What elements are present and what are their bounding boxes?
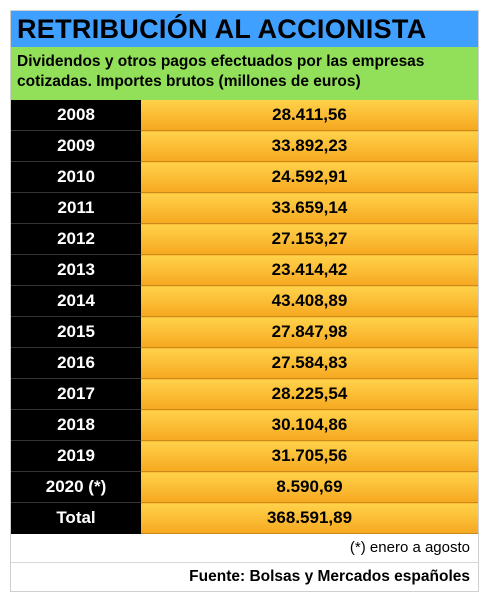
year-cell: 2016 bbox=[11, 347, 141, 379]
table-row: 2020 (*) 8.590,69 bbox=[11, 471, 478, 503]
table-row: 2008 28.411,56 bbox=[11, 100, 478, 131]
table-row: 2014 43.408,89 bbox=[11, 285, 478, 317]
year-cell: 2014 bbox=[11, 285, 141, 317]
value-cell: 31.705,56 bbox=[141, 440, 478, 472]
value-cell: 23.414,42 bbox=[141, 254, 478, 286]
year-cell: 2017 bbox=[11, 378, 141, 410]
total-label: Total bbox=[11, 502, 141, 534]
value-cell: 33.892,23 bbox=[141, 130, 478, 162]
table-row: 2010 24.592,91 bbox=[11, 161, 478, 193]
value-cell: 27.153,27 bbox=[141, 223, 478, 255]
table-row: 2018 30.104,86 bbox=[11, 409, 478, 441]
table-row: 2016 27.584,83 bbox=[11, 347, 478, 379]
table-row: 2013 23.414,42 bbox=[11, 254, 478, 286]
year-cell: 2009 bbox=[11, 130, 141, 162]
table-row: 2011 33.659,14 bbox=[11, 192, 478, 224]
table-row: 2017 28.225,54 bbox=[11, 378, 478, 410]
year-cell: 2011 bbox=[11, 192, 141, 224]
value-cell: 8.590,69 bbox=[141, 471, 478, 503]
table-row: 2012 27.153,27 bbox=[11, 223, 478, 255]
year-cell: 2020 (*) bbox=[11, 471, 141, 503]
value-cell: 27.584,83 bbox=[141, 347, 478, 379]
year-cell: 2015 bbox=[11, 316, 141, 348]
year-cell: 2013 bbox=[11, 254, 141, 286]
value-cell: 28.411,56 bbox=[141, 100, 478, 131]
page-title: RETRIBUCIÓN AL ACCIONISTA bbox=[11, 11, 478, 47]
value-cell: 24.592,91 bbox=[141, 161, 478, 193]
total-row: Total 368.591,89 bbox=[11, 502, 478, 534]
table-row: 2015 27.847,98 bbox=[11, 316, 478, 348]
value-cell: 43.408,89 bbox=[141, 285, 478, 317]
total-value: 368.591,89 bbox=[141, 502, 478, 534]
value-cell: 27.847,98 bbox=[141, 316, 478, 348]
table-row: 2019 31.705,56 bbox=[11, 440, 478, 472]
table-row: 2009 33.892,23 bbox=[11, 130, 478, 162]
value-cell: 30.104,86 bbox=[141, 409, 478, 441]
table-card: RETRIBUCIÓN AL ACCIONISTA Dividendos y o… bbox=[10, 10, 479, 592]
year-cell: 2018 bbox=[11, 409, 141, 441]
value-cell: 33.659,14 bbox=[141, 192, 478, 224]
subtitle: Dividendos y otros pagos efectuados por … bbox=[11, 47, 478, 100]
value-cell: 28.225,54 bbox=[141, 378, 478, 410]
year-cell: 2019 bbox=[11, 440, 141, 472]
year-cell: 2012 bbox=[11, 223, 141, 255]
footnote: (*) enero a agosto bbox=[11, 534, 478, 563]
year-cell: 2010 bbox=[11, 161, 141, 193]
source-note: Fuente: Bolsas y Mercados españoles bbox=[189, 568, 470, 585]
year-cell: 2008 bbox=[11, 100, 141, 131]
dividends-table: 2008 28.411,56 2009 33.892,23 2010 24.592,91 2… bbox=[11, 100, 478, 534]
